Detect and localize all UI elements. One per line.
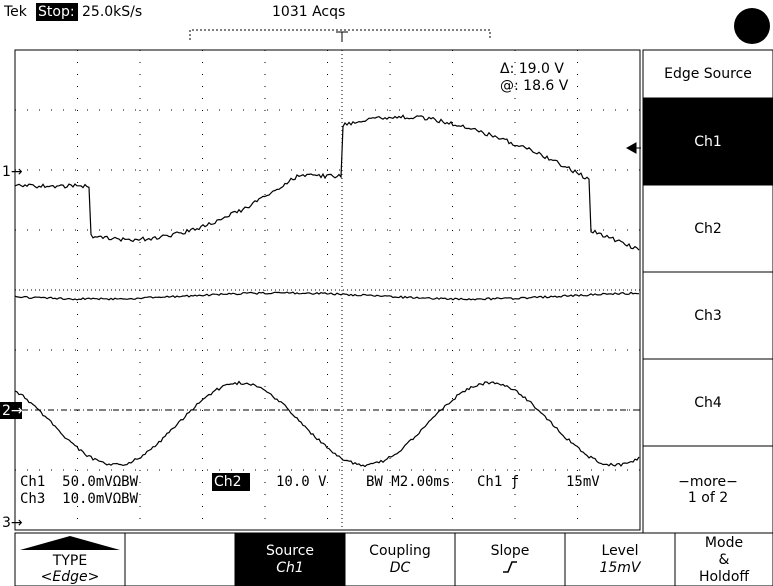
type-value: <Edge> [41, 569, 100, 585]
side-item-cell[interactable] [642, 184, 773, 273]
trigger-pos [336, 31, 348, 42]
side-item: Ch4 [694, 395, 722, 411]
sample-rate: 25.0kS/s [82, 4, 142, 20]
side-item: Ch2 [694, 221, 722, 237]
at-readout: @: 18.6 V [500, 78, 569, 94]
coupling-cell[interactable] [344, 532, 456, 586]
type-label: TYPE [52, 553, 87, 569]
ch2-badge: Ch2 [214, 474, 242, 490]
source-cell[interactable] [234, 532, 346, 586]
ch2-trace [14, 380, 640, 468]
level-label: Level [602, 543, 639, 559]
ch1-scale: Ch1 50.0mVΩBW [20, 474, 139, 490]
side-item: Ch1 [694, 134, 722, 150]
ch2-marker: 2→ [2, 403, 23, 419]
level-value: 15mV [599, 560, 641, 576]
slope-cell[interactable] [454, 532, 566, 586]
graticule [14, 49, 641, 531]
record-bar [189, 29, 491, 40]
type-arrow [20, 536, 120, 550]
trigger-source: Ch1 ƒ [477, 474, 519, 490]
side-item-cell[interactable] [642, 97, 773, 186]
source-label: Source [266, 543, 314, 559]
side-item: Ch3 [694, 308, 722, 324]
ch2-scale: 10.0 V [276, 474, 327, 490]
delta-readout: Δ: 19.0 V [500, 61, 564, 77]
timebase: BW M2.00ms [366, 474, 450, 490]
mode-holdoff: Holdoff [699, 569, 749, 585]
state: Stop: [38, 4, 75, 20]
coupling-label: Coupling [369, 543, 431, 559]
ch2-marker-bg [0, 402, 22, 419]
ch3-scale: Ch3 10.0mVΩBW [20, 491, 139, 507]
trigger-level: 15mV [566, 474, 600, 490]
mode-amp: & [719, 552, 730, 568]
traces [14, 114, 640, 468]
trigger-level-marker [625, 142, 641, 154]
mode-cell[interactable] [674, 532, 773, 586]
mode-label: Mode [705, 535, 743, 551]
coupling-value: DC [390, 560, 411, 576]
more: −more− [678, 474, 738, 490]
ch1-marker: 1→ [2, 164, 23, 180]
level-cell[interactable] [564, 532, 676, 586]
more-cell[interactable] [642, 445, 773, 534]
slope-icon [503, 561, 517, 573]
acquisitions: 1031 Acqs [272, 4, 345, 20]
slope-label: Slope [491, 543, 530, 559]
side-menu: Ch1 Ch2 Ch3 Ch4 [642, 97, 773, 447]
run-indicator [734, 8, 770, 44]
brand: Tek [3, 4, 28, 20]
side-item-cell[interactable] [642, 358, 773, 447]
state-badge [36, 3, 78, 21]
ch2-badge-bg [212, 473, 250, 491]
ch3-trace [14, 291, 640, 301]
blank-cell [124, 532, 236, 586]
menu-page: 1 of 2 [688, 490, 728, 506]
ch3-marker: 3→ [2, 515, 23, 531]
side-title: Edge Source [664, 66, 752, 82]
ch1-trace [14, 114, 640, 251]
source-value: Ch1 [276, 560, 304, 576]
